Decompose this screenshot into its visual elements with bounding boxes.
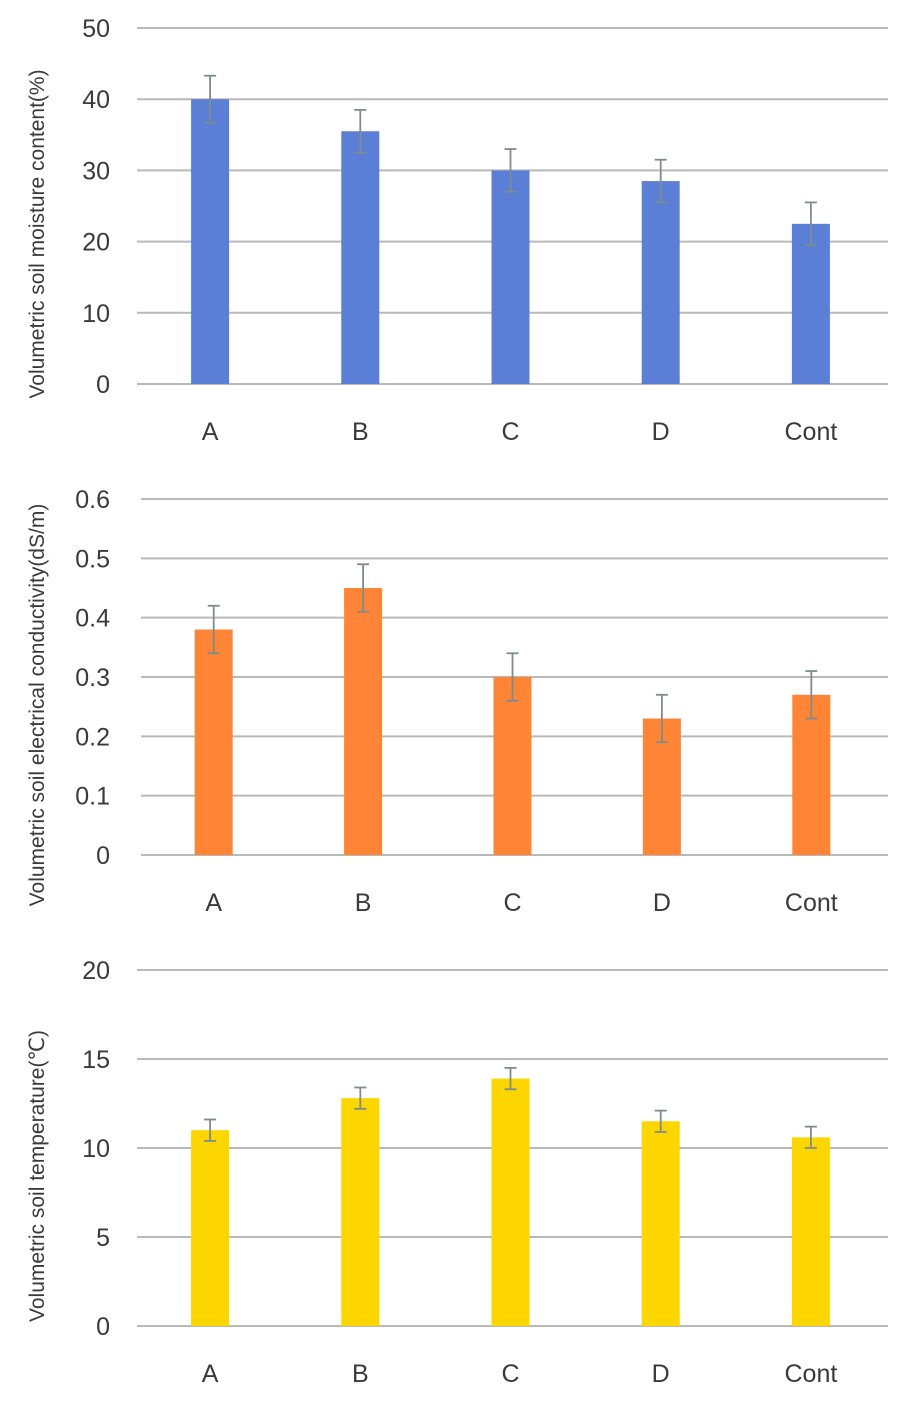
conductivity-ytick-label: 0.1: [75, 783, 110, 811]
temperature-bar-b: [341, 1098, 380, 1326]
conductivity-xtick-label: D: [653, 889, 671, 917]
conductivity-error-bar-a: [207, 604, 220, 655]
conductivity-ytick-label: 0: [96, 842, 110, 870]
conductivity-xtick-label: B: [355, 889, 372, 917]
temperature-ytick-label: 5: [96, 1224, 110, 1252]
moisture-error-bar-a: [204, 74, 217, 124]
conductivity-ytick-label: 0.5: [75, 545, 110, 573]
temperature-error-bar-a: [204, 1118, 217, 1142]
moisture-ytick-label: 30: [82, 157, 110, 185]
conductivity-chart: 0 0.1 0.2 0.3 0.4 0.5 0.6 A B C D Cont Volumetric so…: [26, 486, 888, 917]
conductivity-ytick-label: 0.6: [75, 486, 110, 514]
moisture-ytick-label: 50: [82, 15, 110, 43]
temperature-ytick-label: 10: [82, 1135, 110, 1163]
moisture-error-bar-d: [654, 158, 667, 204]
moisture-bar-b: [341, 131, 380, 384]
moisture-ytick-label: 10: [82, 300, 110, 328]
moisture-xtick-label: Cont: [784, 418, 837, 446]
conductivity-bar-a: [194, 629, 233, 855]
temperature-ylabel: Volumetric soil temperature(℃): [26, 1030, 49, 1322]
moisture-xtick-label: B: [352, 418, 369, 446]
temperature-bar-d: [641, 1121, 680, 1326]
conductivity-ytick-label: 0.2: [75, 723, 110, 751]
moisture-bar-c: [491, 170, 530, 384]
moisture-bar-cont: [791, 223, 830, 384]
temperature-ytick-label: 0: [96, 1313, 110, 1341]
moisture-ytick-label: 20: [82, 229, 110, 257]
temperature-xtick-label: D: [652, 1360, 670, 1388]
temperature-error-bar-c: [504, 1067, 517, 1091]
temperature-xtick-label: B: [352, 1360, 369, 1388]
temperature-xtick-label: C: [501, 1360, 519, 1388]
temperature-error-bar-cont: [804, 1125, 817, 1149]
temperature-xtick-label: A: [202, 1360, 219, 1388]
moisture-chart: 0 10 20 30 40 50 A B C D Cont Volumetric soil moist…: [26, 15, 888, 446]
conductivity-ylabel: Volumetric soil electrical conductivity(…: [26, 504, 49, 907]
moisture-ylabel: Volumetric soil moisture content(%): [26, 69, 49, 398]
conductivity-xtick-label: C: [503, 889, 521, 917]
moisture-bar-d: [641, 181, 680, 384]
conductivity-ytick-label: 0.3: [75, 664, 110, 692]
temperature-bar-cont: [791, 1137, 830, 1326]
temperature-error-bar-d: [654, 1109, 667, 1133]
temperature-bar-c: [491, 1078, 530, 1326]
moisture-ytick-label: 40: [82, 86, 110, 114]
conductivity-error-bar-b: [357, 563, 370, 613]
temperature-chart: 0 5 10 15 20 A B C D Cont Volumetric soil temperat…: [26, 957, 888, 1388]
conductivity-xtick-label: A: [205, 889, 222, 917]
conductivity-xtick-label: Cont: [785, 889, 838, 917]
conductivity-error-bar-cont: [805, 670, 818, 720]
temperature-ytick-label: 15: [82, 1046, 110, 1074]
conductivity-ytick-label: 0.4: [75, 605, 110, 633]
moisture-error-bar-cont: [804, 201, 817, 247]
moisture-bar-a: [191, 99, 230, 384]
conductivity-error-bar-c: [506, 652, 519, 702]
conductivity-bar-c: [493, 677, 532, 855]
moisture-xtick-label: D: [652, 418, 670, 446]
temperature-ytick-label: 20: [82, 957, 110, 985]
moisture-xtick-label: C: [501, 418, 519, 446]
temperature-bar-a: [191, 1130, 230, 1326]
moisture-xtick-label: A: [202, 418, 219, 446]
temperature-error-bar-b: [354, 1086, 367, 1110]
temperature-xtick-label: Cont: [784, 1360, 837, 1388]
conductivity-error-bar-d: [655, 693, 668, 744]
moisture-ytick-label: 0: [96, 371, 110, 399]
moisture-error-bar-c: [504, 148, 517, 193]
conductivity-bar-cont: [792, 694, 831, 855]
conductivity-bar-b: [344, 588, 383, 855]
moisture-error-bar-b: [354, 108, 367, 154]
